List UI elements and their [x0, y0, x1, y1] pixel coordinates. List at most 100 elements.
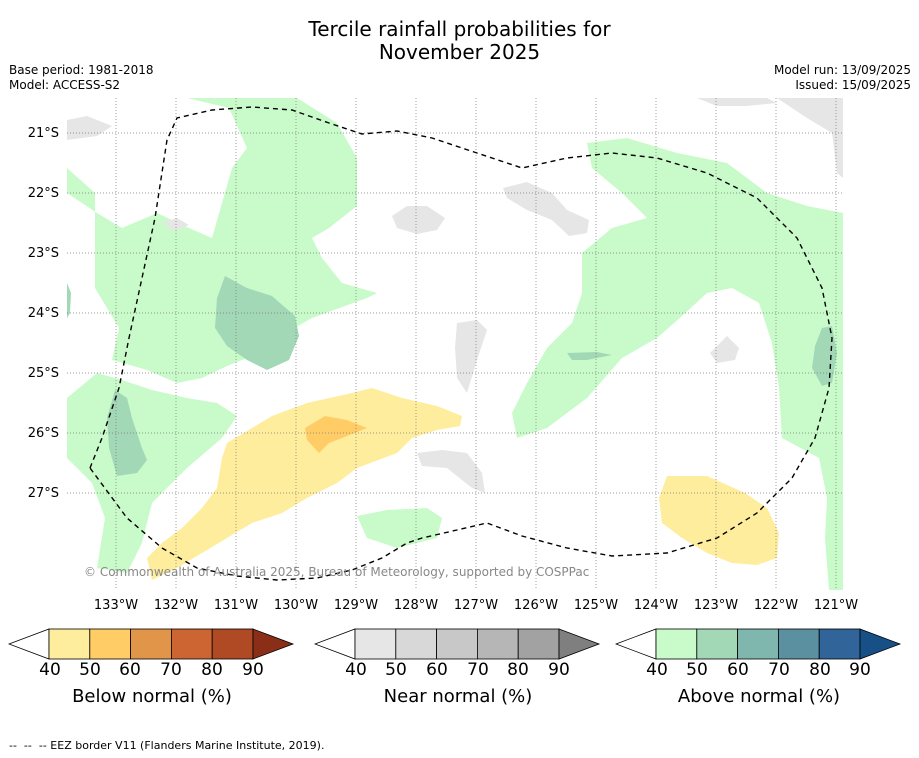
lat-label: 25°S	[27, 366, 59, 381]
colorbar-tick: 50	[385, 660, 407, 680]
colorbar-tick: 80	[201, 660, 223, 680]
colorbar-segment	[436, 628, 478, 660]
near-region-4	[503, 182, 589, 236]
colorbar-segment	[737, 628, 779, 660]
above-region-south	[357, 508, 442, 548]
footnote: -- -- -- EEZ border V11 (Flanders Marine…	[9, 739, 325, 752]
colorbar-extend-low	[8, 628, 50, 660]
colorbar-extend-high	[252, 628, 295, 660]
above-mid-3	[567, 352, 612, 360]
near-region-2	[162, 218, 189, 231]
lon-label: 128°W	[393, 598, 439, 613]
meta-left: Base period: 1981-2018 Model: ACCESS-S2	[9, 63, 154, 93]
below-region-east	[659, 476, 779, 565]
map-svg	[67, 98, 843, 590]
colorbar-segment	[517, 628, 560, 660]
colorbar-extend-low	[314, 628, 356, 660]
copyright-text: © Commonwealth of Australia 2025, Bureau…	[84, 565, 590, 579]
below-region-central	[147, 388, 462, 580]
colorbar-tick: 80	[809, 660, 831, 680]
colorbar-segment	[354, 628, 397, 660]
near-region-9	[777, 98, 843, 178]
colorbar-segment	[655, 628, 698, 660]
colorbar-segment	[395, 628, 438, 660]
near-region-7	[710, 336, 739, 363]
colorbar-tick: 60	[426, 660, 448, 680]
colorbar-tick: 50	[79, 660, 101, 680]
colorbar-near-normal	[314, 628, 601, 660]
colorbar-below-normal	[8, 628, 295, 660]
near-region-6	[417, 450, 485, 493]
colorbar-extend-high	[859, 628, 902, 660]
colorbar-tick: 90	[849, 660, 871, 680]
colorbar-extend-low	[615, 628, 657, 660]
colorbar-tick: 40	[646, 660, 668, 680]
colorbar-segment	[777, 628, 820, 660]
colorbar-above-normal	[615, 628, 902, 660]
lon-label: 129°W	[333, 598, 379, 613]
above-region-west	[67, 98, 377, 383]
chart-title: Tercile rainfall probabilities for Novem…	[0, 18, 919, 64]
lon-label: 133°W	[93, 598, 139, 613]
lat-label: 21°S	[27, 126, 59, 141]
base-period: Base period: 1981-2018	[9, 63, 154, 77]
colorbar-tick: 70	[467, 660, 489, 680]
colorbar-segment	[170, 628, 213, 660]
below-mid-1	[305, 416, 367, 453]
near-region-3	[392, 206, 445, 234]
lon-label: 130°W	[273, 598, 319, 613]
above-region-east	[512, 138, 843, 590]
colorbar-extend-high	[558, 628, 601, 660]
above-mid-4	[812, 326, 837, 386]
lat-label: 27°S	[27, 486, 59, 501]
near-region-1	[67, 116, 112, 140]
lon-label: 131°W	[213, 598, 259, 613]
colorbar-tick: 60	[119, 660, 141, 680]
lat-label: 24°S	[27, 306, 59, 321]
colorbar-segment	[89, 628, 132, 660]
lat-label: 22°S	[27, 186, 59, 201]
colorbar-segment	[211, 628, 254, 660]
colorbar-tick: 90	[548, 660, 570, 680]
colorbar-label-near: Near normal (%)	[383, 686, 533, 707]
above-mid-5	[67, 283, 71, 318]
model-run: Model run: 13/09/2025	[773, 63, 911, 77]
grid-lines	[67, 98, 843, 590]
colorbar-segment	[48, 628, 91, 660]
colorbar-tick: 60	[727, 660, 749, 680]
below-normal-regions	[147, 388, 779, 580]
colorbar-tick: 80	[507, 660, 529, 680]
lat-label: 26°S	[27, 426, 59, 441]
colorbar-segment	[696, 628, 739, 660]
colorbar-tick: 40	[345, 660, 367, 680]
lon-label: 126°W	[513, 598, 559, 613]
near-normal-regions	[67, 98, 843, 493]
issued-date: Issued: 15/09/2025	[795, 78, 911, 92]
title-line-2: November 2025	[378, 40, 541, 64]
colorbar-label-above: Above normal (%)	[677, 686, 841, 707]
colorbar-tick: 90	[242, 660, 264, 680]
model-name: Model: ACCESS-S2	[9, 78, 121, 92]
meta-right: Model run: 13/09/2025 Issued: 15/09/2025	[774, 63, 911, 93]
lon-label: 121°W	[813, 598, 859, 613]
lon-label: 132°W	[153, 598, 199, 613]
lon-label: 127°W	[453, 598, 499, 613]
near-region-5	[455, 320, 487, 393]
colorbar-segment	[130, 628, 172, 660]
colorbar-segment	[818, 628, 861, 660]
lon-label: 123°W	[693, 598, 739, 613]
title-line-1: Tercile rainfall probabilities for	[308, 17, 611, 41]
near-region-8	[697, 98, 777, 106]
lon-label: 125°W	[573, 598, 619, 613]
colorbar-segment	[476, 628, 519, 660]
lat-label: 23°S	[27, 246, 59, 261]
colorbar-label-below: Below normal (%)	[72, 686, 232, 707]
lon-label: 122°W	[753, 598, 799, 613]
lon-label: 124°W	[633, 598, 679, 613]
colorbar-tick: 50	[686, 660, 708, 680]
probability-map	[67, 98, 843, 590]
below-normal-mid	[305, 416, 367, 453]
colorbar-tick: 40	[39, 660, 61, 680]
colorbar-tick: 70	[768, 660, 790, 680]
eez-border	[89, 106, 833, 581]
